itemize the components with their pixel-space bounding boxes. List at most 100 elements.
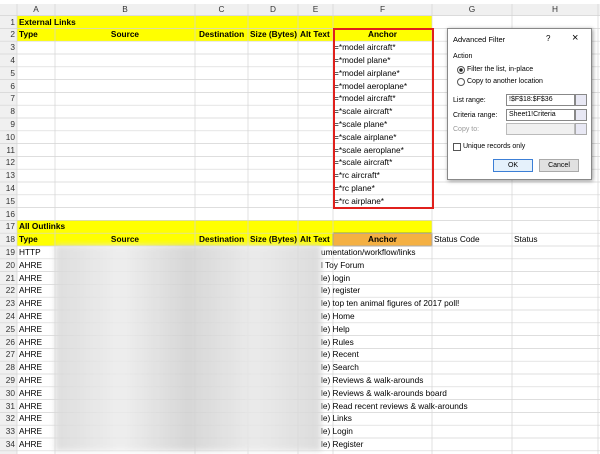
criteria-cell: =*rc aircraft* [334,170,380,181]
cancel-button[interactable]: Cancel [539,159,579,172]
range-button[interactable] [575,109,587,121]
anchor-cell: l Toy Forum [321,259,365,270]
row-number: 13 [5,170,15,181]
criteria-range-field[interactable]: Sheet1!Criteria [506,109,575,121]
row-number: 6 [10,80,15,91]
range-button[interactable] [575,94,587,106]
type-cell: AHRE [19,298,43,309]
criteria-cell: =*rc airplane* [334,195,385,206]
type-cell: AHRE [19,259,43,270]
yellow-fill [17,28,432,42]
option-copy[interactable]: Copy to another location [467,78,543,85]
blurred-region [55,245,321,451]
criteria-range-label: Criteria range: [453,112,498,119]
yellow-fill [17,233,432,246]
row-number: 12 [5,157,15,168]
section-title: All Outlinks [19,221,66,232]
type-cell: AHRE [19,349,43,360]
column-header: F [379,4,386,15]
column-header: B [122,4,128,15]
radio[interactable] [457,78,465,86]
column-header-bar [0,4,600,16]
row-number: 24 [5,311,15,321]
criteria-cell: =*scale plane* [334,119,388,129]
anchor-cell: le) top ten animal figures of 2017 poll! [321,298,460,309]
row-number: 33 [5,426,15,437]
row-number: 1 [10,16,15,27]
row-number: 20 [5,259,15,270]
ok-button[interactable]: OK [493,159,533,172]
column-title: Source [110,29,140,40]
list-range-value: !$F$18:$F$36 [509,96,553,103]
column-header: C [218,4,225,15]
highlight-box [333,28,434,209]
row-number: 18 [5,234,15,245]
row-number: 29 [5,375,15,385]
row-number: 17 [5,221,15,232]
anchor-cell: le) Reviews & walk-arounds board [321,387,447,398]
column-title: Destination [199,234,245,245]
row-number: 7 [10,93,15,104]
type-cell: AHRE [19,323,43,334]
column-header: E [312,4,319,15]
anchor-cell: le) login [321,272,351,283]
action-label: Action [453,53,473,60]
row-number: 27 [5,349,15,360]
row-number: 34 [5,439,15,449]
column-title: Type [19,29,38,40]
row-number: 30 [5,387,15,398]
anchor-cell: le) Search [321,362,359,373]
section-title: External Links [19,16,76,27]
row-number: 32 [5,413,15,424]
type-cell: AHRE [19,400,43,411]
criteria-cell: =*model aircraft* [334,93,396,104]
row-number: 22 [5,285,15,296]
yellow-fill [17,15,432,29]
row-number: 9 [10,119,15,129]
anchor-cell: le) Help [321,323,350,334]
type-cell: AHRE [19,362,43,373]
type-cell: AHRE [19,413,43,424]
criteria-cell: =*rc plane* [334,183,375,193]
criteria-cell: =*scale aircraft* [334,106,393,117]
column-title: Size (Bytes) [250,234,298,245]
copy-to-field[interactable] [506,123,575,135]
column-title: Size (Bytes) [250,29,298,40]
anchor-cell: le) register [321,285,361,296]
row-number: 3 [10,42,15,53]
option-filter[interactable]: Filter the list, in-place [467,66,534,73]
anchor-cell: umentation/workflow/links [321,247,416,257]
column-header: G [468,4,476,15]
row-number: 23 [5,298,15,309]
anchor-cell: le) Rules [321,336,354,347]
criteria-cell: =*scale aircraft* [334,157,393,168]
column-title: Destination [199,29,245,40]
row-number: 2 [10,29,15,40]
column-title: Alt Text [300,234,330,245]
column-header: H [552,4,558,15]
radio-selected[interactable] [457,66,465,74]
list-range-label: List range: [453,97,486,104]
yellow-fill [17,220,432,234]
unique-label[interactable]: Unique records only [463,143,526,150]
criteria-cell: =*model airplane* [334,67,400,78]
type-cell: AHRE [19,311,43,321]
column-title: Type [19,234,38,245]
type-cell: AHRE [19,426,43,437]
help-button[interactable]: ? [546,34,551,43]
advanced-filter-dialog: Advanced Filter ? × Action Filter the li… [447,28,592,180]
anchor-cell: le) Register [321,439,364,449]
type-cell: AHRE [19,272,43,283]
criteria-cell: =*model plane* [334,55,391,65]
criteria-cell: =*scale airplane* [334,131,397,142]
checkbox[interactable] [453,143,461,151]
range-button[interactable] [575,123,587,135]
row-number: 19 [5,247,15,257]
anchor-cell: le) Read recent reviews & walk-arounds [321,400,468,411]
list-range-field[interactable]: !$F$18:$F$36 [506,94,575,106]
type-cell: AHRE [19,439,43,449]
column-title: Alt Text [300,29,330,40]
close-button[interactable]: × [572,32,579,44]
anchor-cell: le) Login [321,426,353,437]
